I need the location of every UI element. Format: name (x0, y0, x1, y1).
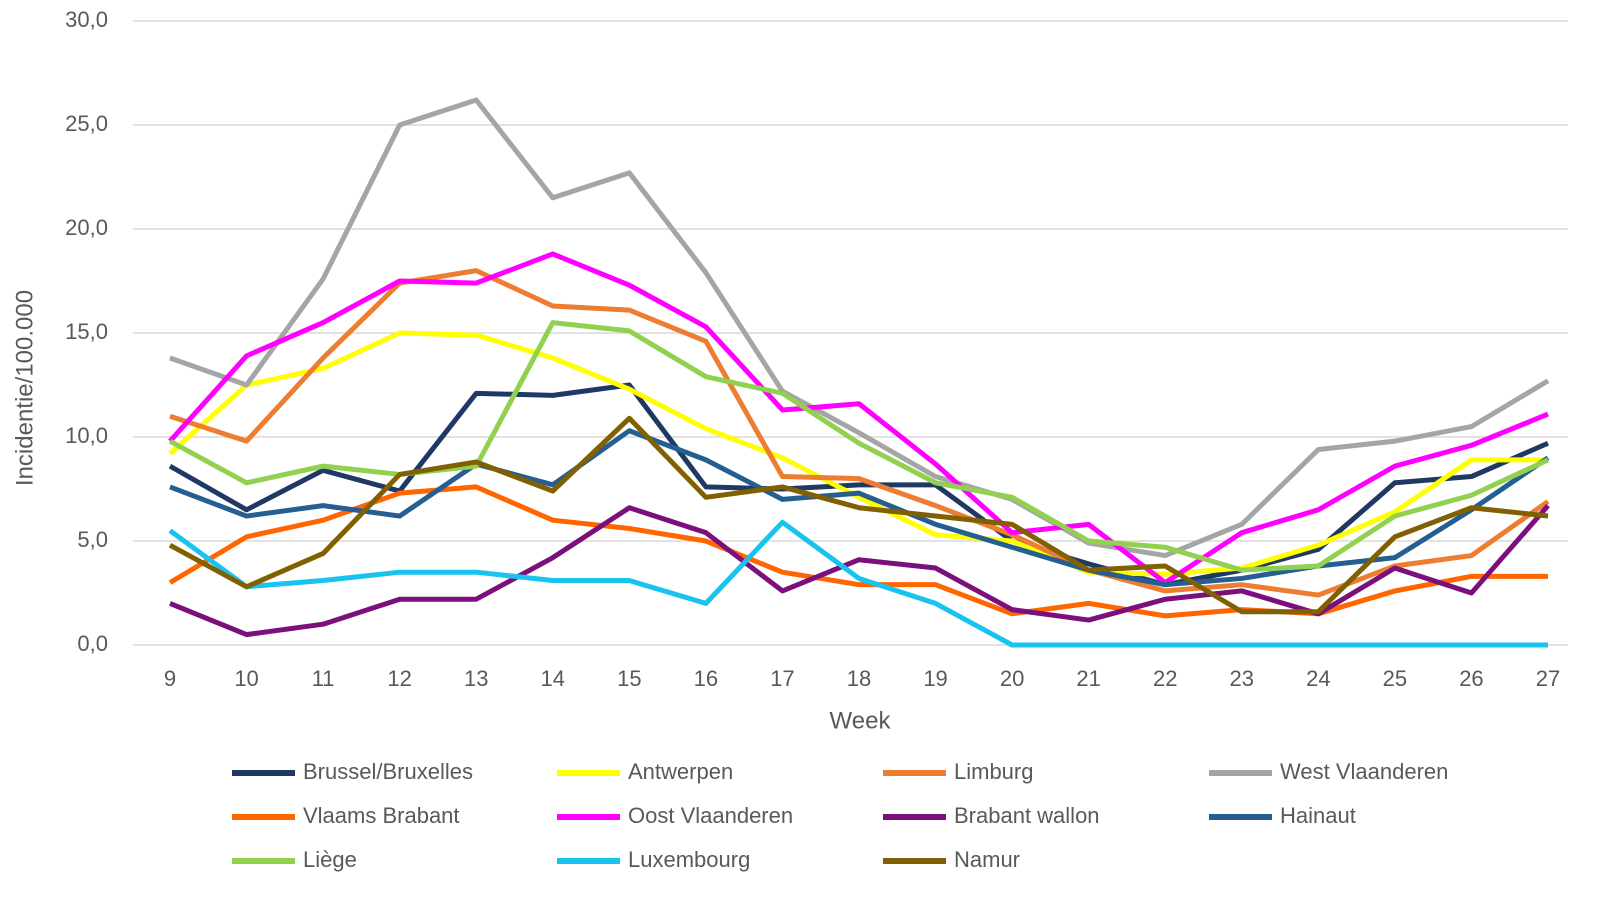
y-tick-label: 5,0 (77, 527, 108, 552)
x-tick-label: 23 (1230, 666, 1254, 691)
y-axis-title: Incidentie/100.000 (11, 290, 38, 486)
x-tick-label: 16 (694, 666, 718, 691)
series-line (169, 503, 1550, 638)
y-tick-label: 25,0 (65, 111, 108, 136)
x-tick-label: 12 (387, 666, 411, 691)
x-tick-label: 27 (1536, 666, 1560, 691)
y-tick-label: 20,0 (65, 215, 108, 240)
x-tick-label: 9 (164, 666, 176, 691)
x-tick-label: 26 (1459, 666, 1483, 691)
legend-label: Hainaut (1280, 803, 1356, 828)
x-tick-label: 22 (1153, 666, 1177, 691)
legend-label: West Vlaanderen (1280, 759, 1448, 784)
y-tick-label: 10,0 (65, 423, 108, 448)
legend-label: Liège (303, 847, 357, 872)
y-tick-label: 30,0 (65, 7, 108, 32)
x-tick-label: 21 (1076, 666, 1100, 691)
legend-label: Brabant wallon (954, 803, 1100, 828)
x-tick-label: 14 (541, 666, 565, 691)
legend-label: Namur (954, 847, 1020, 872)
x-tick-label: 25 (1383, 666, 1407, 691)
x-tick-label: 18 (847, 666, 871, 691)
legend-label: Antwerpen (628, 759, 733, 784)
x-tick-label: 17 (770, 666, 794, 691)
legend-label: Brussel/Bruxelles (303, 759, 473, 784)
x-tick-label: 10 (234, 666, 258, 691)
legend-label: Vlaams Brabant (303, 803, 460, 828)
series-line (168, 382, 1549, 588)
series-line (168, 415, 1549, 615)
legend-label: Luxembourg (628, 847, 750, 872)
series-line (168, 251, 1549, 586)
x-tick-label: 13 (464, 666, 488, 691)
series-line (168, 330, 1548, 577)
y-tick-label: 0,0 (77, 631, 108, 656)
x-tick-label: 15 (617, 666, 641, 691)
x-tick-label: 24 (1306, 666, 1330, 691)
y-tick-label: 15,0 (65, 319, 108, 344)
x-tick-label: 20 (1000, 666, 1024, 691)
legend-label: Oost Vlaanderen (628, 803, 793, 828)
x-axis-title: Week (830, 707, 892, 734)
x-tick-label: 19 (923, 666, 947, 691)
legend-label: Limburg (954, 759, 1033, 784)
series-line (168, 519, 1548, 648)
x-tick-label: 11 (312, 666, 335, 691)
series-line (169, 97, 1550, 559)
